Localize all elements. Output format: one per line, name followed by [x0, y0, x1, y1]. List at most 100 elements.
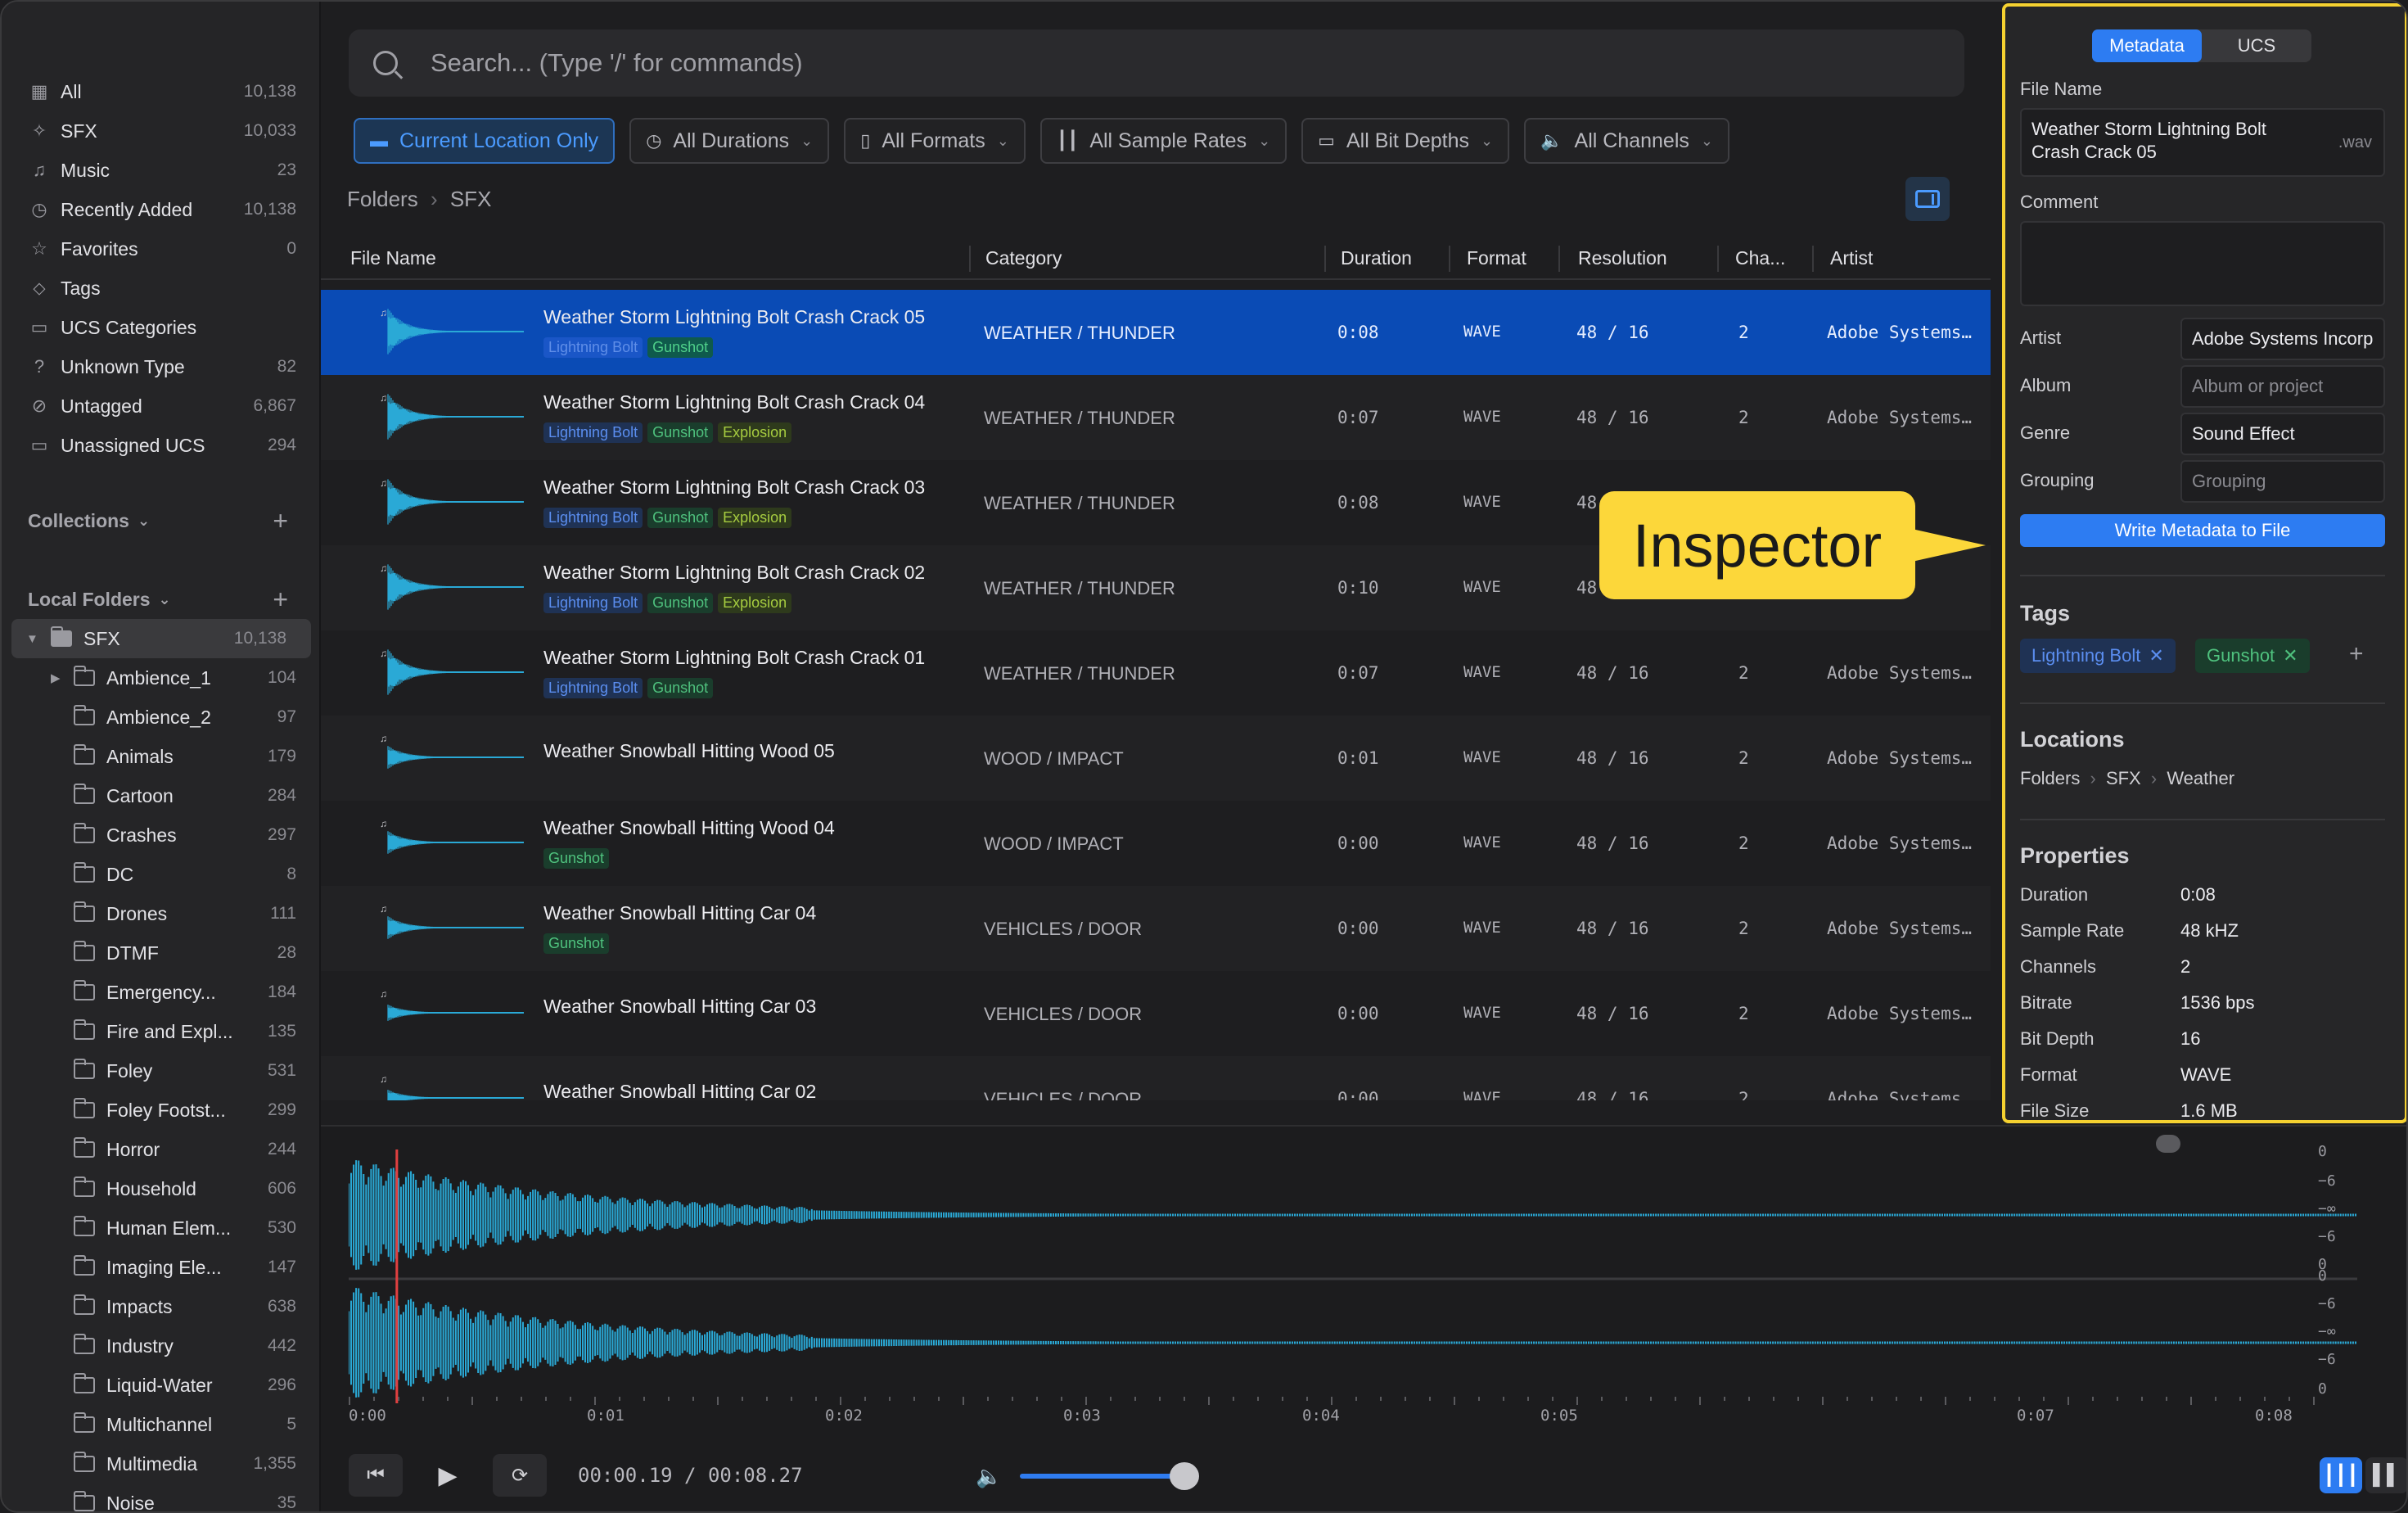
grouping-field[interactable]: Grouping	[2180, 460, 2385, 503]
artist-field[interactable]: Adobe Systems Incorp	[2180, 318, 2385, 360]
folder-ambience-1[interactable]: ▶ Ambience_1 104	[2, 658, 321, 698]
tag-chip[interactable]: Explosion	[718, 422, 792, 443]
tag-chip[interactable]: Lightning Bolt	[543, 508, 643, 528]
tab-ucs[interactable]: UCS	[2237, 35, 2276, 56]
folder-foley[interactable]: Foley 531	[2, 1051, 321, 1091]
column-channels[interactable]: Cha...	[1735, 247, 1786, 269]
filter-all-formats[interactable]: ▯ All Formats ⌄	[844, 118, 1026, 164]
remove-tag-icon[interactable]: ✕	[2149, 645, 2164, 666]
breadcrumb-root[interactable]: Folders	[347, 187, 418, 211]
waveform-thumbnail[interactable]: ♫	[380, 645, 524, 699]
waveform-thumbnail[interactable]: ♫	[380, 901, 524, 955]
play-button[interactable]: ▶	[421, 1454, 475, 1497]
filter-all-bit-depths[interactable]: ▭ All Bit Depths ⌄	[1301, 118, 1510, 164]
folder-horror[interactable]: Horror 244	[2, 1130, 321, 1169]
genre-field[interactable]: Sound Effect	[2180, 413, 2385, 455]
tag-chip[interactable]: Gunshot	[543, 933, 610, 954]
column-format[interactable]: Format	[1467, 247, 1526, 269]
sidebar-item-untagged[interactable]: ⊘ Untagged 6,867	[2, 386, 321, 426]
file-name-field[interactable]: Weather Storm Lightning Bolt Crash Crack…	[2020, 108, 2385, 177]
table-row[interactable]: ♫ Weather Snowball Hitting Wood 05 WOOD / …	[321, 716, 1991, 801]
time-ruler[interactable]: 0:00 0:01 0:02 0:03 0:04 0:05 0:07 0:08	[349, 1397, 2329, 1439]
tag-chip[interactable]: Gunshot	[543, 848, 610, 869]
write-metadata-button[interactable]: Write Metadata to File	[2020, 514, 2385, 547]
tag-chip[interactable]: Lightning Bolt	[543, 337, 643, 358]
location-folders[interactable]: Folders	[2020, 768, 2081, 788]
inspector-tag-lightning-bolt[interactable]: Lightning Bolt ✕	[2020, 639, 2176, 673]
disclosure-closed-icon[interactable]: ▶	[51, 671, 61, 685]
comment-field[interactable]	[2020, 221, 2385, 306]
tag-chip[interactable]: Gunshot	[647, 337, 714, 358]
table-row[interactable]: ♫ Weather Storm Lightning Bolt Crash Crac…	[321, 290, 1991, 375]
sidebar-item-recently-added[interactable]: ◷ Recently Added 10,138	[2, 190, 321, 229]
column-category[interactable]: Category	[985, 247, 1062, 269]
volume-slider[interactable]	[1020, 1462, 1199, 1490]
table-row[interactable]: ♫ Weather Snowball Hitting Car 04 Gunshot V…	[321, 886, 1991, 971]
waveform-scroll-handle[interactable]	[2156, 1135, 2180, 1153]
add-collection-button[interactable]: +	[273, 505, 288, 535]
folder-liquid-water[interactable]: Liquid-Water 296	[2, 1366, 321, 1405]
tag-chip[interactable]: Explosion	[718, 508, 792, 528]
tag-chip[interactable]: Explosion	[718, 593, 792, 613]
sidebar-item-favorites[interactable]: ☆ Favorites 0	[2, 229, 321, 269]
folder-sfx-root[interactable]: ▼ SFX 10,138	[11, 619, 311, 658]
search-input[interactable]: Search... (Type '/' for commands)	[431, 48, 803, 77]
folder-foley-footst[interactable]: Foley Footst... 299	[2, 1091, 321, 1130]
waveform-thumbnail[interactable]: ♫	[380, 390, 524, 444]
waveform-thumbnail[interactable]: ♫	[380, 815, 524, 869]
sidebar-item-all[interactable]: ▦ All 10,138	[2, 72, 321, 111]
table-row[interactable]: ♫ Weather Snowball Hitting Car 03 VEHICLES…	[321, 971, 1991, 1056]
toggle-inspector-button[interactable]	[1905, 177, 1950, 221]
tag-chip[interactable]: Gunshot	[647, 422, 714, 443]
folder-household[interactable]: Household 606	[2, 1169, 321, 1208]
waveform-thumbnail[interactable]: ♫	[380, 560, 524, 614]
tag-chip[interactable]: Gunshot	[647, 508, 714, 528]
add-folder-button[interactable]: +	[273, 584, 288, 614]
waveform-thumbnail[interactable]: ♫	[380, 730, 524, 784]
album-field[interactable]: Album or project	[2180, 365, 2385, 408]
local-folders-header[interactable]: Local Folders ⌄ +	[2, 580, 321, 619]
folder-ambience-2[interactable]: Ambience_2 97	[2, 698, 321, 737]
column-duration[interactable]: Duration	[1341, 247, 1412, 269]
location-sfx[interactable]: SFX	[2105, 768, 2141, 788]
waveform-thumbnail[interactable]: ♫	[380, 475, 524, 529]
column-resolution[interactable]: Resolution	[1578, 247, 1667, 269]
folder-cartoon[interactable]: Cartoon 284	[2, 776, 321, 815]
table-row[interactable]: ♫ Weather Snowball Hitting Wood 04 Gunshot…	[321, 801, 1991, 886]
folder-imaging-ele[interactable]: Imaging Ele... 147	[2, 1248, 321, 1287]
volume-slider-thumb[interactable]	[1170, 1462, 1199, 1490]
folder-animals[interactable]: Animals 179	[2, 737, 321, 776]
location-weather[interactable]: Weather	[2167, 768, 2235, 788]
folder-multichannel[interactable]: Multichannel 5	[2, 1405, 321, 1444]
filter-current-location-only[interactable]: ▬ Current Location Only	[354, 118, 616, 164]
spectrum-view-button[interactable]: ▌▌	[2365, 1457, 2406, 1493]
sidebar-item-music[interactable]: ♫ Music 23	[2, 151, 321, 190]
table-row[interactable]: ♫ Weather Storm Lightning Bolt Crash Crac…	[321, 375, 1991, 460]
sidebar-item-tags[interactable]: ⬦ Tags	[2, 269, 321, 308]
loop-button[interactable]: ⟳	[493, 1454, 547, 1497]
folder-noise[interactable]: Noise 35	[2, 1484, 321, 1511]
sidebar-item-sfx[interactable]: ✧ SFX 10,033	[2, 111, 321, 151]
folder-impacts[interactable]: Impacts 638	[2, 1287, 321, 1326]
folder-human-elem[interactable]: Human Elem... 530	[2, 1208, 321, 1248]
waveform-thumbnail[interactable]: ♫	[380, 305, 524, 359]
tab-metadata[interactable]: Metadata	[2092, 29, 2202, 62]
tag-chip[interactable]: Lightning Bolt	[543, 422, 643, 443]
column-file-name[interactable]: File Name	[350, 247, 436, 269]
folder-fire-and-expl[interactable]: Fire and Expl... 135	[2, 1012, 321, 1051]
folder-dtmf[interactable]: DTMF 28	[2, 933, 321, 973]
folder-industry[interactable]: Industry 442	[2, 1326, 321, 1366]
add-tag-button[interactable]: +	[2349, 640, 2364, 667]
filter-all-sample-rates[interactable]: ┃┃ All Sample Rates ⌄	[1039, 118, 1287, 164]
folder-multimedia[interactable]: Multimedia 1,355	[2, 1444, 321, 1484]
tag-chip[interactable]: Lightning Bolt	[543, 678, 643, 698]
sidebar-item-unknown-type[interactable]: ? Unknown Type 82	[2, 347, 321, 386]
collections-header[interactable]: Collections ⌄ +	[2, 501, 321, 540]
inspector-tag-gunshot[interactable]: Gunshot ✕	[2195, 639, 2310, 673]
column-artist[interactable]: Artist	[1830, 247, 1874, 269]
folder-drones[interactable]: Drones 111	[2, 894, 321, 933]
sidebar-item-ucs-categories[interactable]: ▭ UCS Categories	[2, 308, 321, 347]
table-row[interactable]: ♫ Weather Storm Lightning Bolt Crash Crac…	[321, 630, 1991, 716]
table-row[interactable]: ♫ Weather Snowball Hitting Car 02 VEHICLES…	[321, 1056, 1991, 1100]
waveform-display[interactable]	[349, 1149, 2357, 1403]
